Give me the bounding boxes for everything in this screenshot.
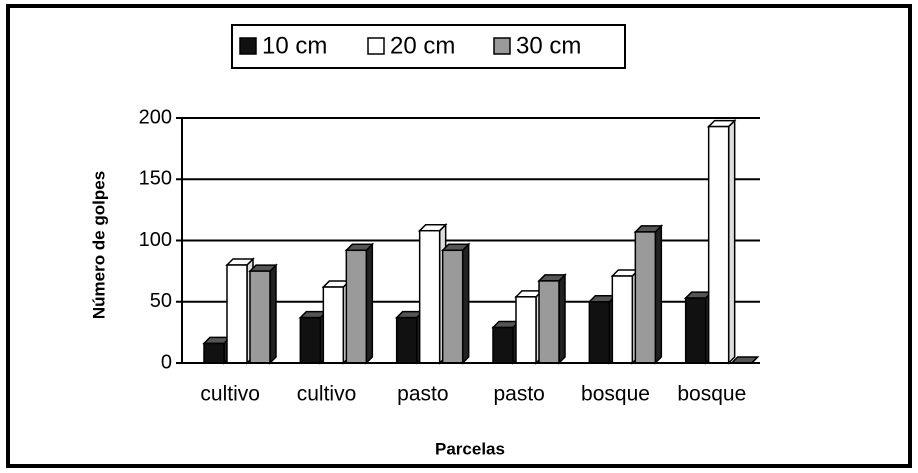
bar-side [654, 224, 663, 365]
x-tick-label: pasto [397, 383, 448, 406]
bar-front [226, 264, 248, 364]
bar-front [707, 125, 730, 364]
bar [683, 290, 714, 365]
bar [344, 242, 375, 365]
bar-front [395, 316, 418, 364]
bar-front [345, 249, 368, 364]
bar [610, 268, 641, 365]
y-axis-title: Número de golpes [89, 171, 108, 319]
x-axis-title: Parcelas [435, 439, 505, 458]
legend-swatch [239, 37, 257, 55]
bar [394, 309, 425, 365]
bar [248, 263, 278, 365]
y-tick-label: 100 [139, 229, 172, 251]
bar [514, 289, 544, 365]
bar-side [727, 118, 736, 365]
legend-swatch [493, 37, 511, 55]
bar-front [249, 270, 271, 364]
bar [706, 118, 737, 365]
bar-side [461, 242, 470, 365]
bar-front [299, 316, 322, 364]
x-tick-label: pasto [493, 383, 544, 406]
x-tick-label: bosque [581, 383, 650, 406]
bar-front [203, 342, 225, 364]
y-tick-label: 0 [161, 351, 172, 373]
legend-label: 10 cm [262, 32, 327, 59]
legend-label: 30 cm [516, 32, 581, 59]
bar [587, 293, 618, 365]
bar-front [611, 275, 634, 364]
chart-border [6, 4, 912, 468]
bar [202, 335, 232, 365]
bar-front [588, 301, 611, 364]
y-tick-label: 50 [150, 290, 172, 312]
legend-label: 20 cm [390, 32, 455, 59]
x-tick-label: cultivo [297, 383, 357, 406]
legend-box [231, 24, 626, 69]
bar [417, 222, 448, 365]
y-tick-label: 200 [139, 106, 172, 128]
y-tick-label: 150 [139, 168, 172, 190]
bar [321, 279, 352, 365]
bar-front [492, 326, 514, 364]
bar-side [365, 242, 374, 365]
bar-front [684, 297, 707, 364]
bar [298, 309, 329, 365]
x-tick-label: bosque [677, 383, 746, 406]
bar-front [441, 249, 464, 364]
x-tick-label: cultivo [200, 383, 260, 406]
bar-front [538, 280, 560, 364]
bar-front [515, 296, 537, 364]
bar-front [322, 286, 345, 364]
bar-front [418, 229, 441, 364]
bar-side [558, 273, 566, 365]
bar [633, 224, 664, 365]
bar [537, 273, 567, 365]
bar-side [269, 263, 277, 365]
bar [440, 242, 471, 365]
bar-front [634, 231, 657, 364]
bar [225, 257, 255, 365]
legend-swatch [367, 37, 385, 55]
bar [491, 319, 521, 365]
